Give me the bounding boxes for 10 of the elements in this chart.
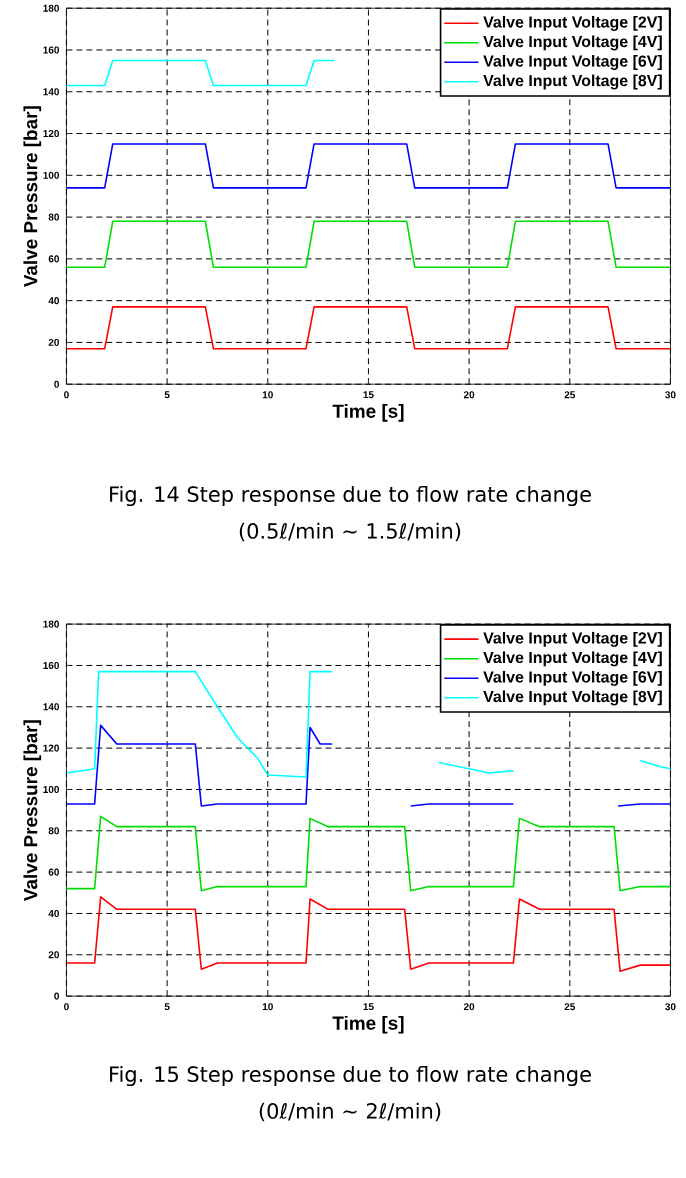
line-series bbox=[66, 815, 671, 892]
text: (0ℓ/min ~ 2ℓ/min) bbox=[259, 1102, 441, 1122]
y-axis-title: Valve Pressure [bar] bbox=[23, 106, 42, 288]
y-axis-title: Valve Pressure [bar] bbox=[23, 720, 42, 902]
text: (0.5ℓ/min ~ 1.5ℓ/min) bbox=[239, 522, 461, 542]
caption: Fig. 15 Step response due to flow rate change bbox=[110, 1065, 591, 1087]
x-axis-title: Time [s] bbox=[332, 1015, 404, 1034]
x-axis-title: Time [s] bbox=[332, 403, 404, 422]
line-series bbox=[66, 896, 671, 973]
caption: Fig. 14 Step response due to flow rate change bbox=[110, 485, 591, 507]
